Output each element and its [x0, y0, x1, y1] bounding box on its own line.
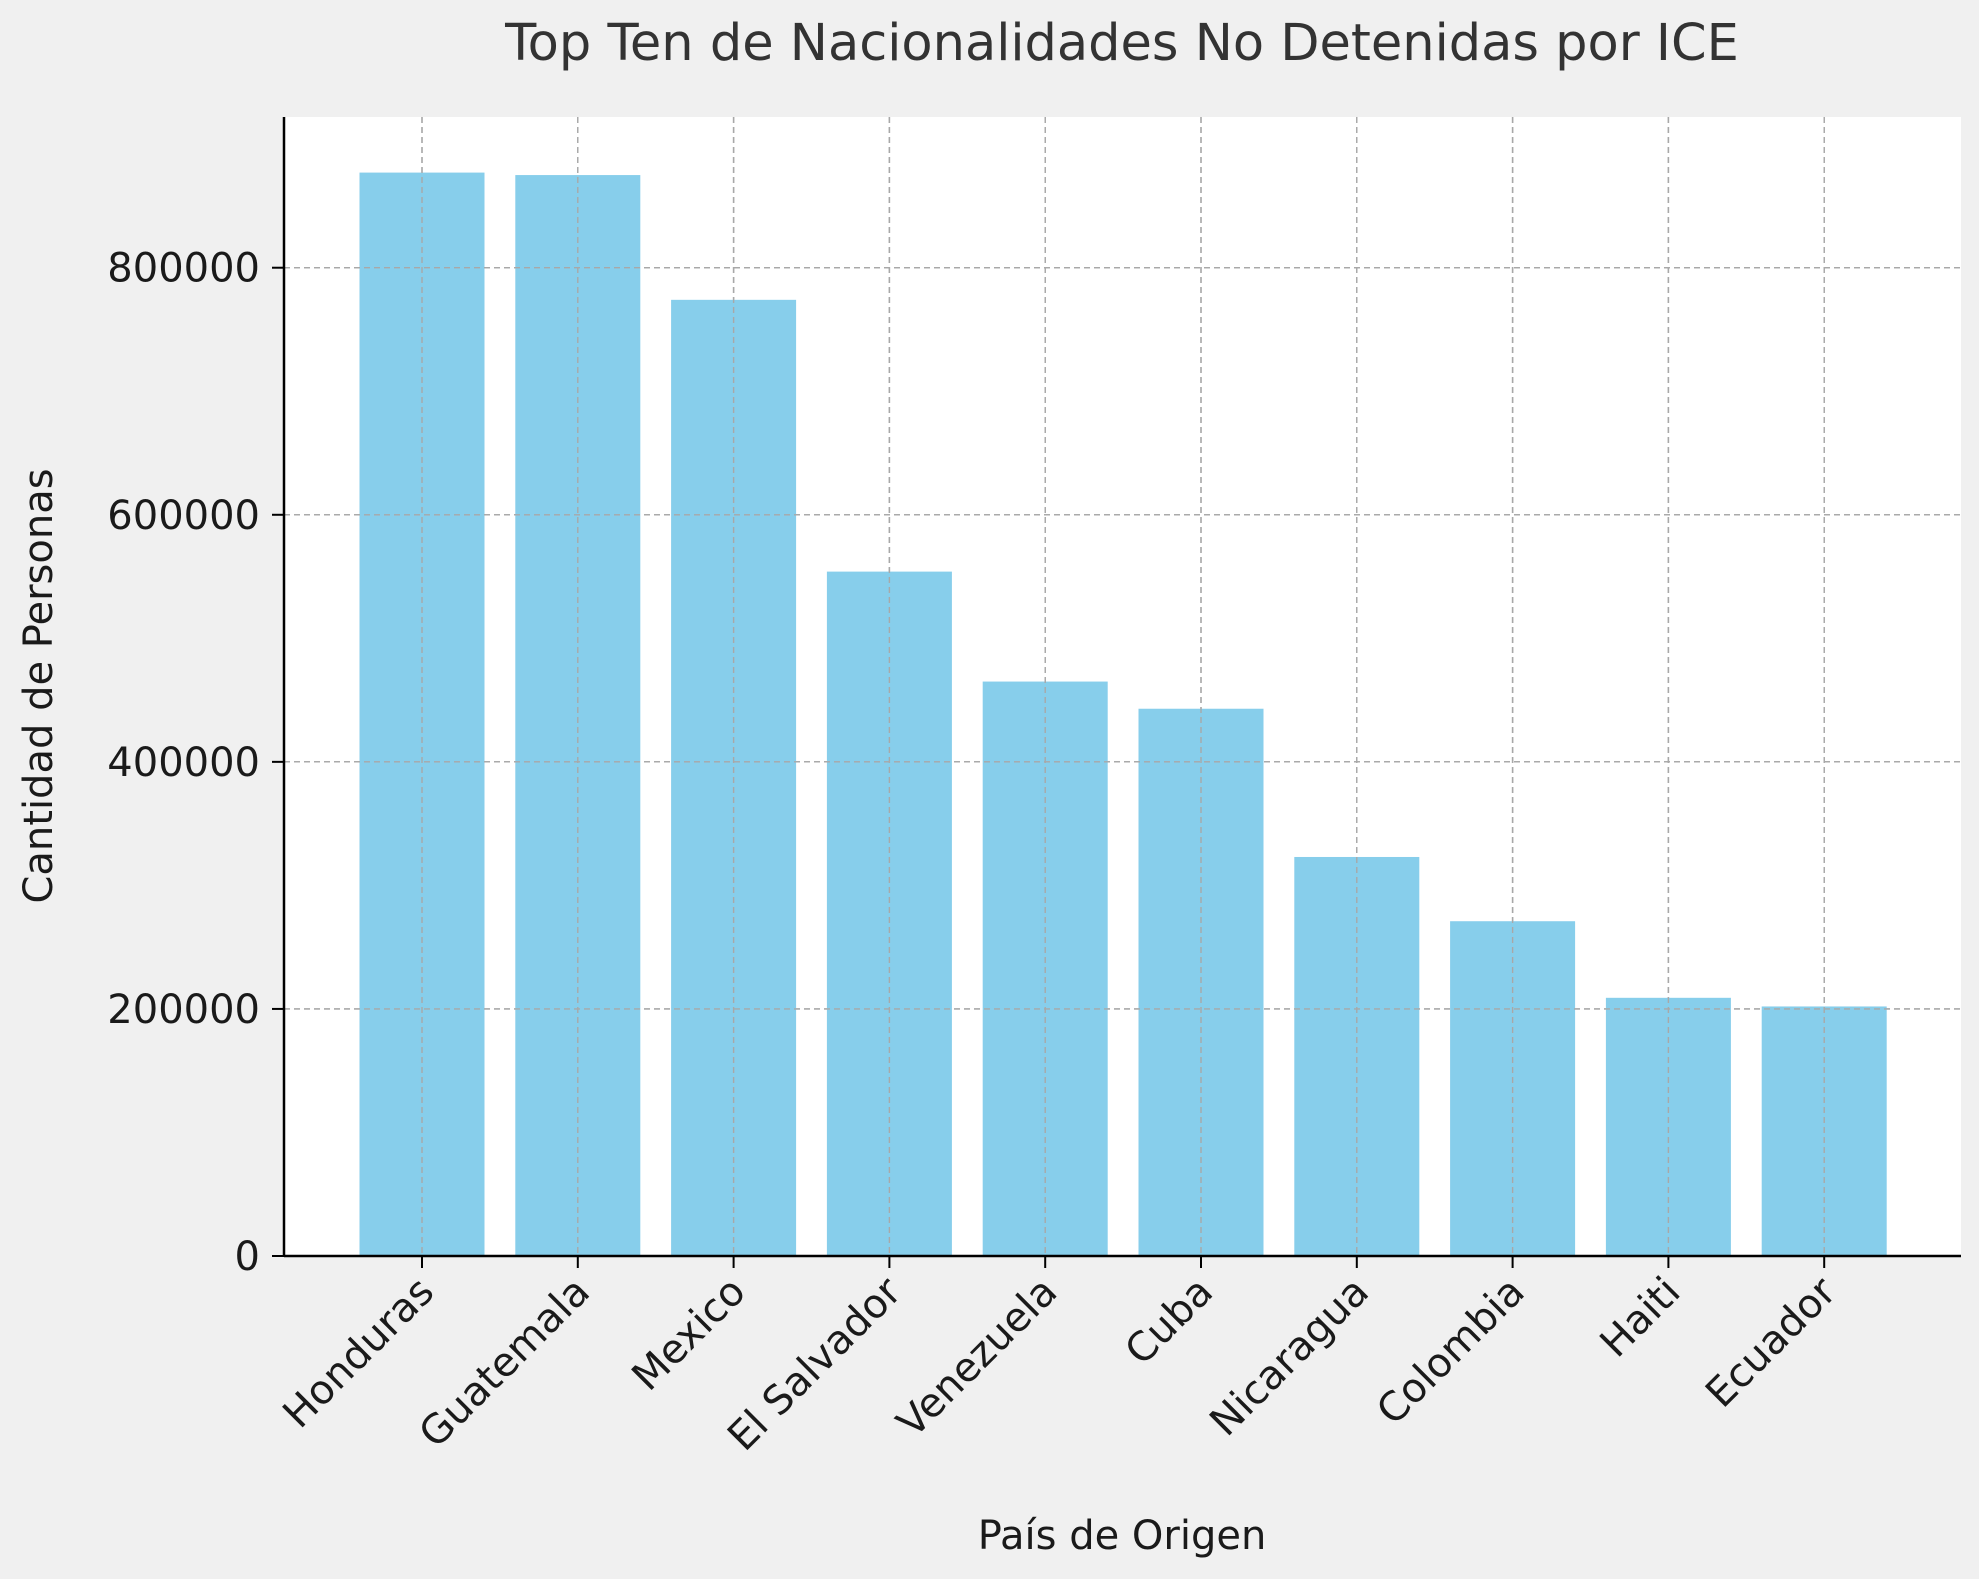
y-tick-label: 0 [235, 1234, 260, 1280]
bar-nicaragua [1294, 856, 1420, 1256]
y-axis-label: Cantidad de Personas [16, 468, 62, 903]
bar-guatemala [515, 175, 641, 1257]
chart-title: Top Ten de Nacionalidades No Detenidas p… [504, 14, 1739, 73]
y-tick-label: 600000 [107, 493, 260, 539]
y-tick-label: 400000 [107, 740, 260, 786]
y-tick-label: 200000 [107, 987, 260, 1033]
axes [282, 117, 1961, 1258]
bar-el-salvador [826, 571, 952, 1256]
y-axis-ticks: 0 200000 400000 600000 800000 [107, 246, 284, 1280]
x-axis-label: País de Origen [978, 1513, 1267, 1559]
bars [284, 117, 1961, 1257]
y-tick-label: 800000 [107, 246, 260, 292]
bar-honduras [359, 172, 485, 1257]
